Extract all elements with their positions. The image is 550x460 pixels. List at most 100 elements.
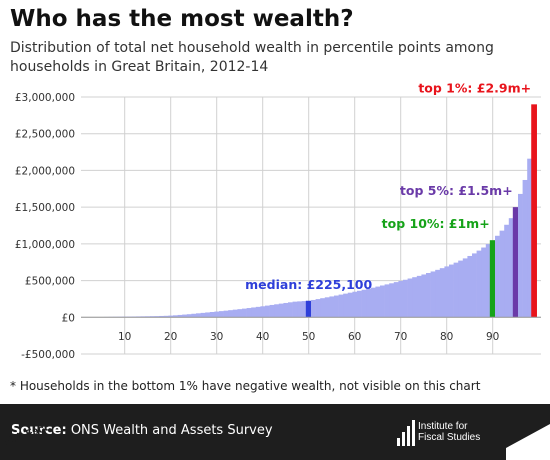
bar <box>504 224 510 318</box>
bar <box>145 316 151 318</box>
wealth-distribution-chart: -£500,000 £0 £500,000 £1,000,000 £1,500,000 £… <box>15 80 541 361</box>
x-tick-label: 70 <box>394 331 407 343</box>
x-tick-label: 10 <box>118 331 131 343</box>
bar <box>269 304 275 318</box>
y-tick-label: £2,000,000 <box>15 165 75 177</box>
bar <box>375 286 381 318</box>
bar <box>334 295 339 318</box>
bar <box>416 275 422 318</box>
footer-bar: Source: ONS Wealth and Assets Survey Ins… <box>0 404 550 460</box>
bar <box>315 299 321 318</box>
y-tick-label: £500,000 <box>25 276 75 288</box>
x-tick-label: 20 <box>164 331 177 343</box>
bar <box>403 279 408 318</box>
bar <box>232 309 238 318</box>
bar <box>228 310 234 318</box>
bar <box>462 258 468 318</box>
bar <box>472 253 477 318</box>
bar <box>476 250 482 318</box>
bar <box>297 301 303 318</box>
fullfact-logo-icon[interactable] <box>500 412 550 460</box>
bar <box>398 280 404 318</box>
bar <box>173 315 178 318</box>
bar <box>159 315 165 318</box>
bar <box>288 302 293 318</box>
bar <box>182 314 188 318</box>
bar <box>495 235 500 318</box>
bar <box>283 302 289 318</box>
chart-title: Who has the most wealth? <box>10 6 354 32</box>
bar <box>435 269 441 318</box>
bar <box>311 299 316 318</box>
bar <box>205 312 211 318</box>
ifs-logo-text: Institute for Fiscal Studies <box>418 421 480 443</box>
y-tick-label: £0 <box>62 312 75 324</box>
bar <box>329 296 335 318</box>
annotation-top5: top 5%: £1.5m+ <box>400 183 513 198</box>
x-tick-label: 30 <box>210 331 223 343</box>
bar <box>380 285 385 318</box>
bar <box>384 284 390 318</box>
bar <box>324 297 330 318</box>
bar <box>430 271 436 318</box>
bar <box>209 311 215 318</box>
y-tick-label: £2,500,000 <box>15 129 75 141</box>
source-line: Source: ONS Wealth and Assets Survey <box>11 423 273 438</box>
bar <box>458 260 464 318</box>
y-tick-label: £1,500,000 <box>15 202 75 214</box>
bar <box>251 307 257 318</box>
bar <box>407 278 413 318</box>
bar <box>439 268 445 318</box>
bar <box>426 273 431 318</box>
y-tick-label: £3,000,000 <box>15 92 75 104</box>
bar <box>242 308 247 318</box>
x-tick-label: 50 <box>302 331 315 343</box>
bar <box>357 290 362 318</box>
ifs-bars-icon <box>397 420 415 446</box>
bar <box>453 262 459 318</box>
x-tick-label: 60 <box>348 331 361 343</box>
annotation-top1: top 1%: £2.9m+ <box>418 80 531 95</box>
bar <box>389 283 395 318</box>
bar <box>219 311 224 318</box>
bar <box>200 312 206 318</box>
bar <box>361 289 367 318</box>
bar <box>444 266 450 318</box>
source-label: Source: <box>11 423 67 438</box>
annotation-median: median: £225,100 <box>245 277 372 292</box>
bar <box>481 247 487 318</box>
ifs-logo-line-2: Fiscal Studies <box>418 432 481 443</box>
bar <box>467 255 473 318</box>
bar <box>168 315 174 318</box>
source-text: ONS Wealth and Assets Survey <box>70 423 273 438</box>
x-tick-label: 40 <box>256 331 269 343</box>
highlight-bar-top1 <box>531 104 537 318</box>
y-tick-label: -£500,000 <box>21 349 75 361</box>
bar <box>343 293 349 318</box>
bar <box>393 282 399 318</box>
bar <box>449 264 454 318</box>
bar <box>196 313 201 318</box>
bar <box>274 304 280 318</box>
bar <box>255 306 261 318</box>
bar <box>301 301 307 318</box>
bar <box>499 230 505 318</box>
bar <box>223 310 229 318</box>
bar <box>347 292 353 318</box>
highlight-bar-top5 <box>512 207 519 318</box>
highlight-bar-top10 <box>489 240 496 318</box>
x-tick-label: 90 <box>486 331 499 343</box>
y-tick-label: £1,000,000 <box>15 239 75 251</box>
bar <box>412 277 418 318</box>
bar <box>518 193 523 318</box>
footnote: * Households in the bottom 1% have negat… <box>10 379 481 393</box>
bar <box>338 294 344 318</box>
bar <box>366 288 372 318</box>
bar <box>421 274 427 318</box>
bar <box>246 308 252 318</box>
bar <box>154 316 160 318</box>
bar <box>292 301 298 318</box>
bar <box>352 291 358 318</box>
bar <box>150 316 155 318</box>
bar <box>522 179 528 318</box>
